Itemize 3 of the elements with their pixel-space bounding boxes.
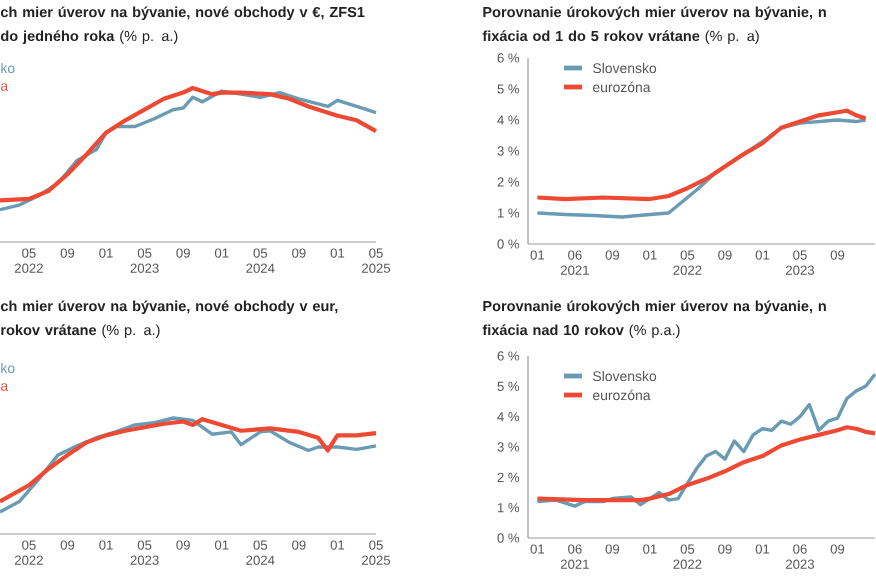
line-series	[535, 372, 876, 508]
line-series	[535, 425, 876, 503]
line-series	[535, 108, 868, 202]
